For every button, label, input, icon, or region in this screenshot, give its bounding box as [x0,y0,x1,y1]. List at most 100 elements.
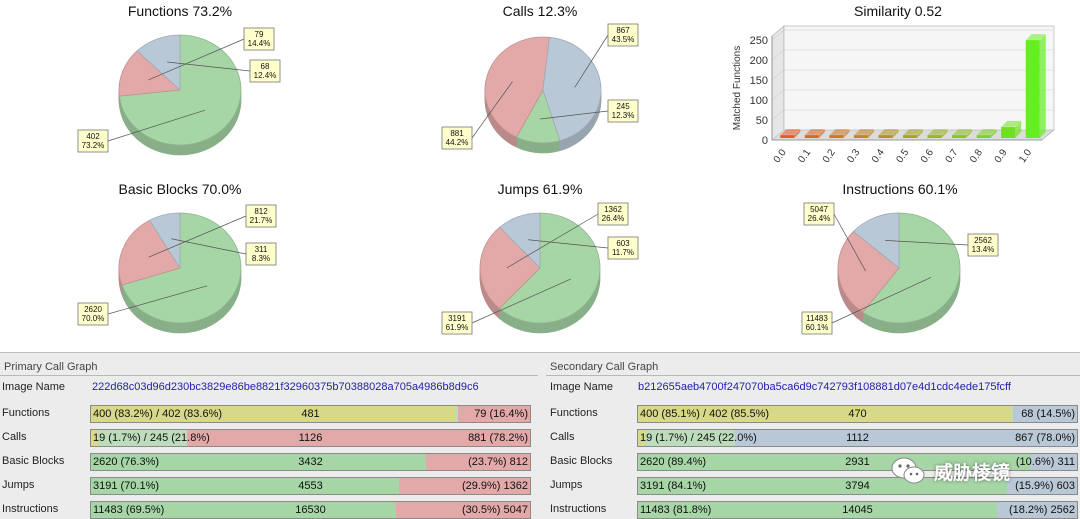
y-axis-label: Matched Functions [732,46,743,131]
y-tick-label: 200 [750,55,768,67]
bar-left-text: 19 (1.7%) / 245 (21.8%) [93,432,210,444]
image-name-label: Image Name [2,381,65,393]
bar-left-text: 2620 (89.4%) [640,456,706,468]
metric-label: Jumps [2,479,34,491]
x-tick-label: 0.8 [968,147,985,165]
metric-bar: 19 (1.7%) / 245 (22.0%) 1112 867 (78.0%) [637,429,1078,447]
slice-percent-label: 8.3% [252,254,270,263]
slice-value-label: 1362 [604,205,622,214]
metric-label: Basic Blocks [550,455,612,467]
slice-value-label: 2620 [84,305,102,314]
bar-right-text: (23.7%) 812 [468,456,528,468]
charts-area: Functions 73.2% Calls 12.3% Similarity 0… [0,0,1080,352]
slice-percent-label: 12.3% [612,111,635,120]
watermark: 威胁棱镜 [890,452,1050,490]
slice-value-label: 603 [616,239,630,248]
x-tick-label: 0.5 [894,147,911,165]
bar-left-text: 11483 (81.8%) [640,504,711,516]
metric-label: Instructions [2,503,58,515]
y-tick-label: 250 [750,35,768,47]
primary-panel-title: Primary Call Graph [4,361,98,373]
slice-value-label: 867 [616,26,630,35]
x-tick-label: 0.9 [993,147,1010,165]
metric-bar: 2620 (76.3%) 3432 (23.7%) 812 [90,453,531,471]
bar-right-text: (18.2%) 2562 [1009,504,1075,516]
secondary-panel-title: Secondary Call Graph [550,361,658,373]
bar-center-text: 3432 [298,456,322,468]
bar-left-text: 400 (83.2%) / 402 (83.6%) [93,408,222,420]
similarity-bar [1026,34,1046,138]
slice-percent-label: 26.4% [602,214,625,223]
bar-center-text: 2931 [845,456,869,468]
bar-center-text: 1126 [299,432,323,444]
slice-percent-label: 61.9% [446,323,469,332]
bar-right-text: 867 (78.0%) [1015,432,1075,444]
bar-left-text: 11483 (69.5%) [93,504,164,516]
call-graph-panels: Primary Call Graph Image Name 222d68c03d… [0,352,1080,519]
x-tick-label: 0.1 [796,147,813,165]
watermark-text: 威胁棱镜 [934,458,1010,485]
bar-left-text: 400 (85.1%) / 402 (85.5%) [640,408,769,420]
slice-value-label: 2562 [974,236,992,245]
bar-left-text: 3191 (84.1%) [640,480,706,492]
y-tick-label: 0 [762,135,768,147]
bar-right-text: (30.5%) 5047 [462,504,528,516]
slice-percent-label: 73.2% [82,141,105,150]
metric-bar: 11483 (69.5%) 16530 (30.5%) 5047 [90,501,531,519]
bar-center-text: 3794 [845,480,869,492]
slice-value-label: 68 [261,62,270,71]
metric-bar: 3191 (70.1%)4553(29.9%) 1362 [90,477,531,495]
slice-percent-label: 11.7% [612,248,634,257]
bar-left-text: 19 (1.7%) / 245 (22.0%) [640,432,757,444]
metric-bar: 400 (83.2%) / 402 (83.6%) 481 79 (16.4%) [90,405,531,423]
metric-label: Jumps [550,479,582,491]
y-tick-label: 150 [750,75,768,87]
metric-label: Basic Blocks [2,455,64,467]
bar-center-text: 481 [301,408,319,420]
bar-right-text: 881 (78.2%) [468,432,528,444]
slice-value-label: 881 [450,129,464,138]
x-tick-label: 0.7 [944,147,961,165]
x-tick-label: 0.0 [772,147,789,165]
slice-percent-label: 21.7% [250,216,273,225]
x-tick-label: 0.6 [919,147,936,165]
bar-right-text: 68 (14.5%) [1021,408,1075,420]
x-tick-label: 0.2 [821,147,838,165]
bar-center-text: 16530 [295,504,326,516]
bar-right-text: 79 (16.4%) [474,408,528,420]
metric-label: Functions [550,407,598,419]
slice-percent-label: 70.0% [82,314,105,323]
metric-label: Calls [2,431,26,443]
slice-percent-label: 60.1% [806,323,829,332]
metric-label: Functions [2,407,50,419]
slice-percent-label: 13.4% [972,245,995,254]
slice-percent-label: 26.4% [808,214,831,223]
slice-value-label: 11483 [806,314,828,323]
bar-right-text: (29.9%) 1362 [462,480,528,492]
bar-center-text: 14045 [842,504,873,516]
bar-left-text: 2620 (76.3%) [93,456,159,468]
metric-bar: 19 (1.7%) / 245 (21.8%) 1126 881 (78.2%) [90,429,531,447]
slice-value-label: 79 [255,30,264,39]
y-tick-label: 50 [756,115,768,127]
image-name-label: Image Name [550,381,613,393]
slice-value-label: 5047 [810,205,828,214]
secondary-call-graph-panel: Secondary Call Graph Image Name b212655a… [546,361,1080,519]
charts-canvas: 40273.2%7914.4%6812.4%24512.3%88144.2%86… [0,0,1080,352]
slice-value-label: 245 [616,102,630,111]
slice-percent-label: 12.4% [254,71,277,80]
metric-label: Instructions [550,503,606,515]
slice-percent-label: 44.2% [446,138,469,147]
wechat-icon [890,456,926,486]
slice-value-label: 402 [86,132,100,141]
bar-center-text: 1112 [846,432,869,444]
x-tick-label: 0.4 [870,147,887,165]
x-tick-label: 0.3 [845,147,862,165]
slice-value-label: 812 [254,207,268,216]
